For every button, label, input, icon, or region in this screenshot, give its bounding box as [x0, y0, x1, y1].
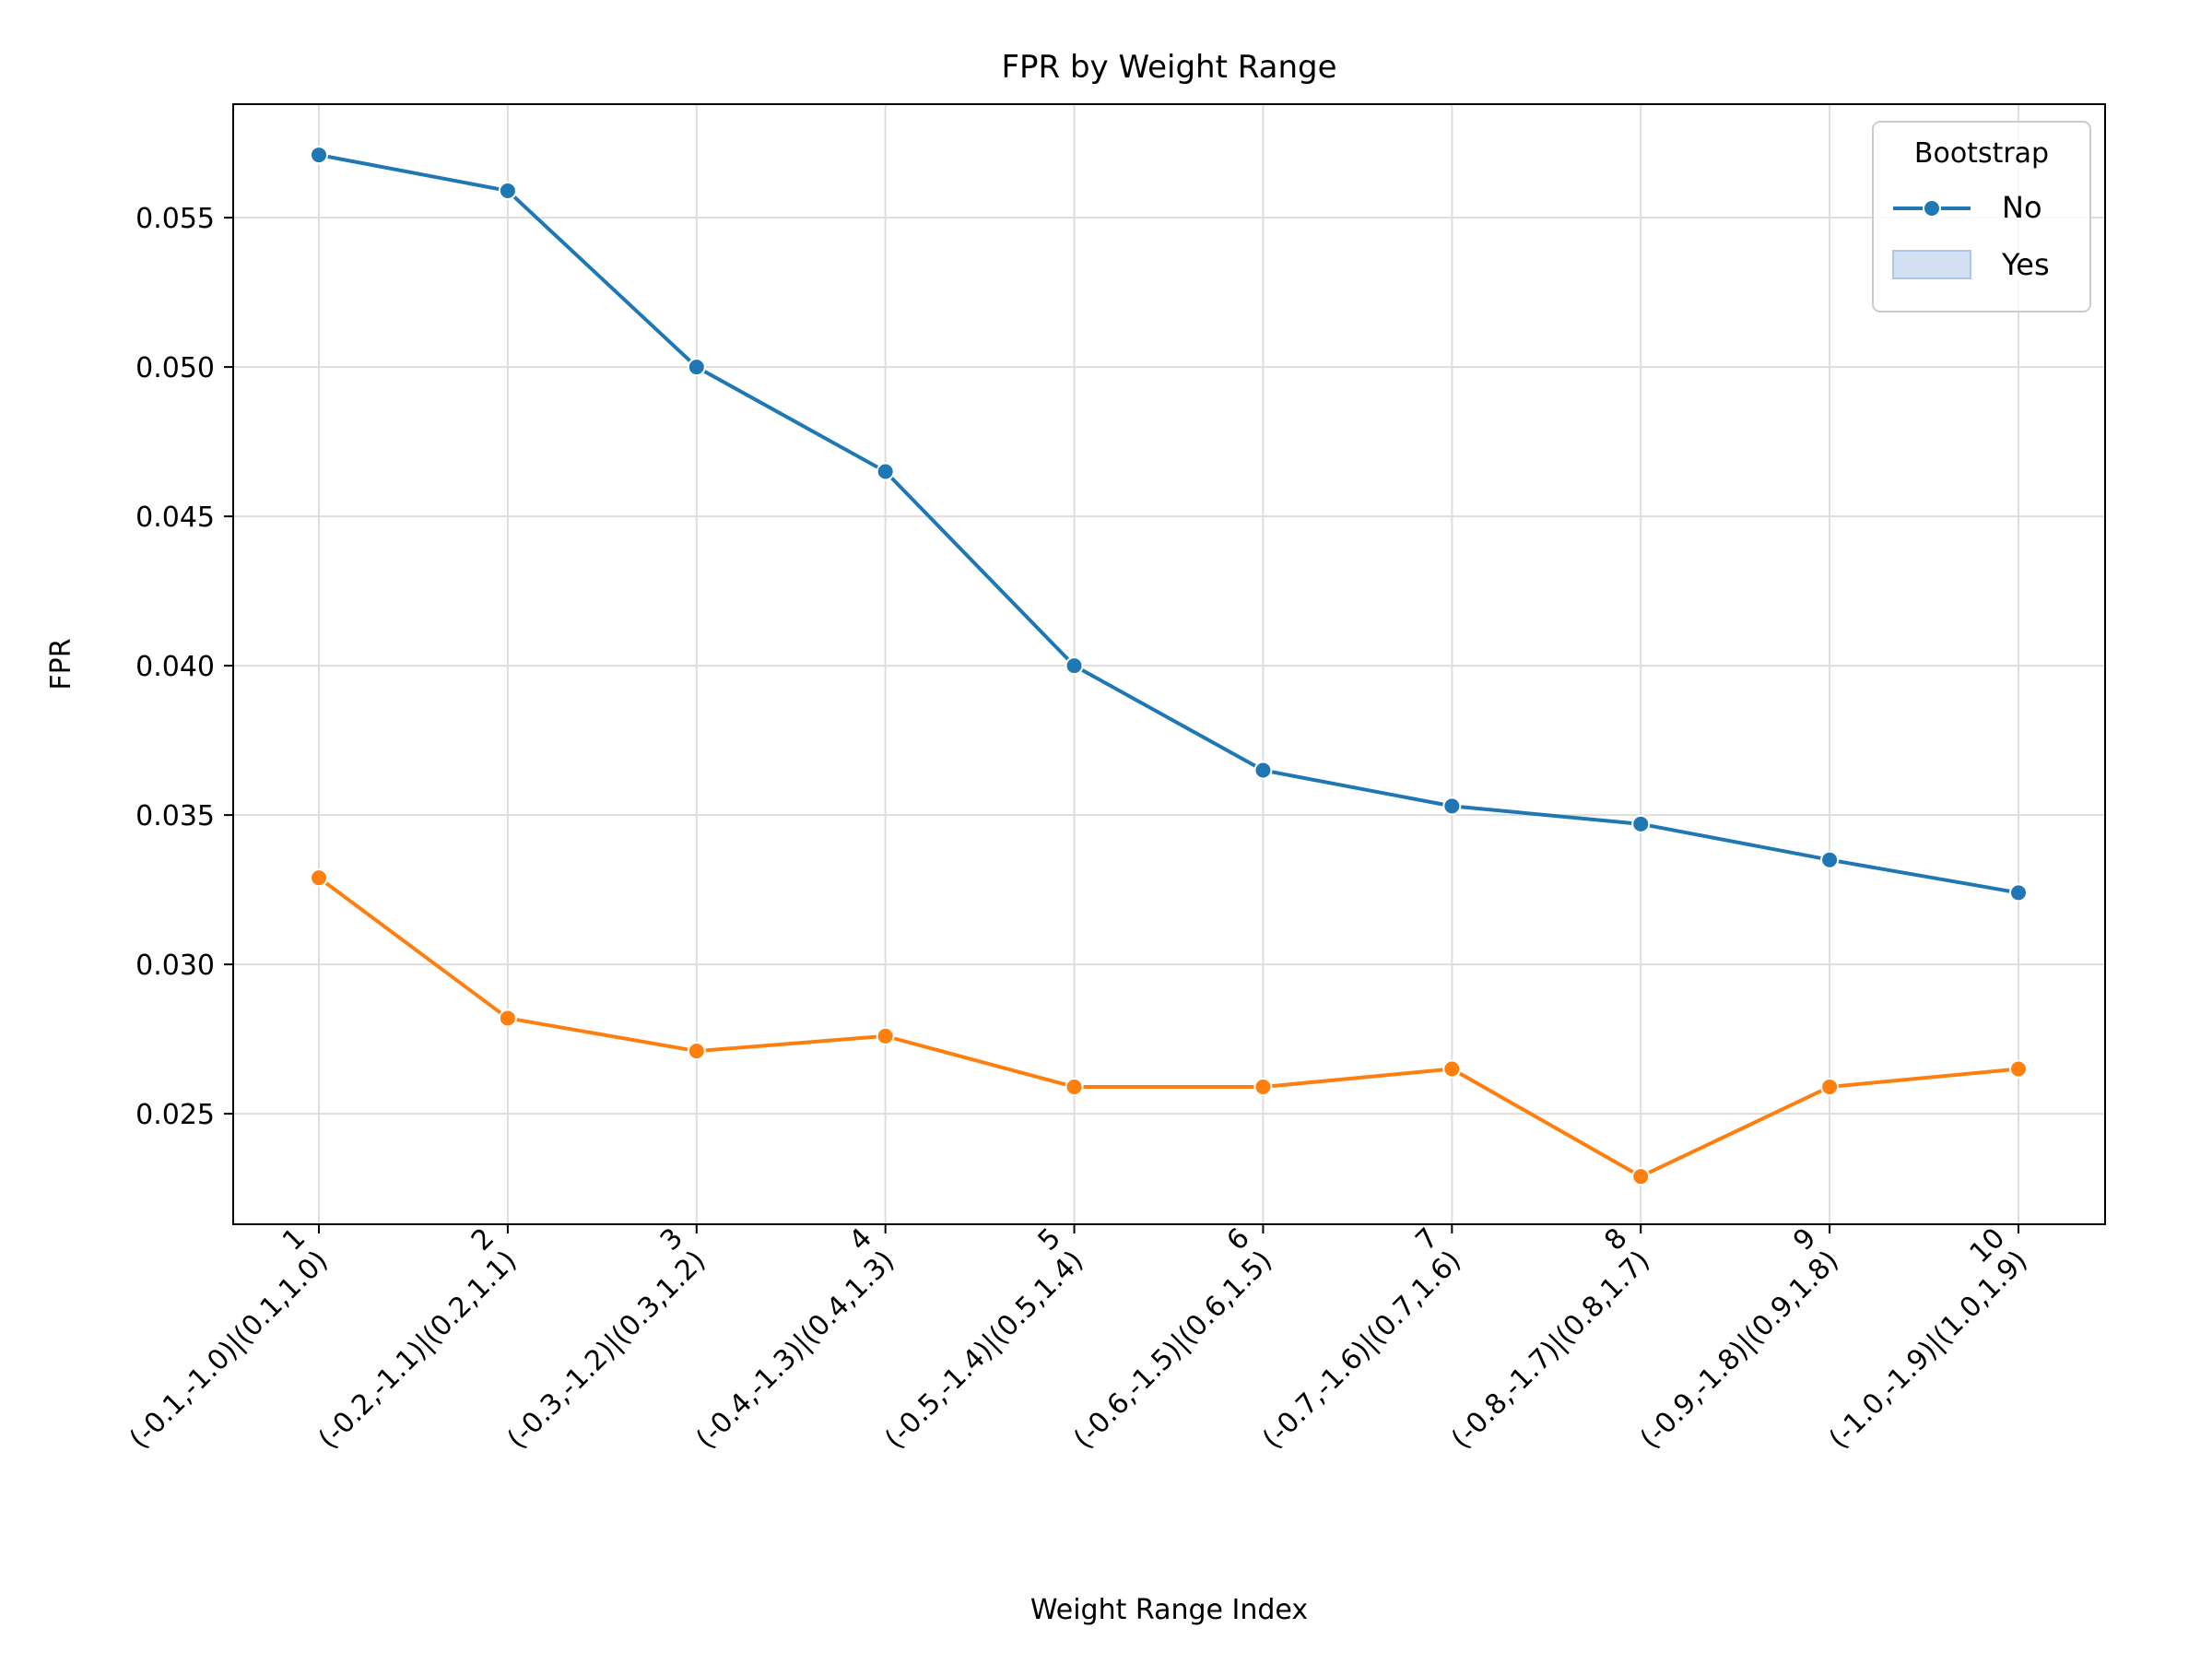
series-1-point — [1442, 797, 1462, 816]
legend-marker-swatch — [1923, 199, 1941, 218]
series-2-point — [687, 1042, 706, 1061]
series-2-line — [317, 876, 2019, 1179]
legend-entry-label: No — [2002, 190, 2042, 225]
series-lines — [310, 146, 2028, 1186]
series-1-point — [1820, 850, 1840, 869]
y-tick-label: 0.025 — [135, 1099, 215, 1131]
series-2-point — [2009, 1059, 2028, 1079]
legend-patch-swatch — [1892, 250, 1971, 279]
series-1-point — [1065, 656, 1084, 676]
series-1-point — [876, 462, 895, 481]
series-1-point — [1253, 761, 1273, 780]
series-2-point — [1253, 1077, 1273, 1096]
series-2-point — [1820, 1077, 1840, 1096]
legend-title: Bootstrap — [1914, 137, 2049, 170]
chart-title: FPR by Weight Range — [1001, 49, 1336, 86]
series-1-line — [318, 153, 2019, 895]
series-2-point — [1065, 1077, 1084, 1096]
y-tick-label: 0.040 — [135, 651, 215, 683]
series-2-point — [876, 1026, 895, 1045]
series-1-point — [310, 146, 328, 165]
series-2-point — [310, 868, 328, 888]
x-axis-label: Weight Range Index — [1030, 1594, 1308, 1626]
series-2-point — [1442, 1059, 1462, 1079]
plot-area-frame — [232, 103, 2106, 1225]
y-tick-label: 0.030 — [135, 950, 215, 982]
y-tick-label: 0.035 — [135, 800, 215, 832]
y-axis-label: FPR — [45, 638, 77, 690]
series-2-point — [1631, 1167, 1651, 1186]
y-tick-label: 0.045 — [135, 502, 215, 534]
series-1-point — [498, 181, 517, 200]
series-1-point — [1631, 814, 1651, 833]
series-1-point — [687, 358, 706, 377]
legend: Bootstrap No Yes — [1872, 121, 2091, 313]
y-tick-label: 0.050 — [135, 352, 215, 384]
series-2-point — [498, 1009, 517, 1028]
y-tick-label: 0.055 — [135, 203, 215, 235]
legend-entry-label: Yes — [2001, 247, 2050, 282]
series-1-point — [2009, 883, 2028, 903]
